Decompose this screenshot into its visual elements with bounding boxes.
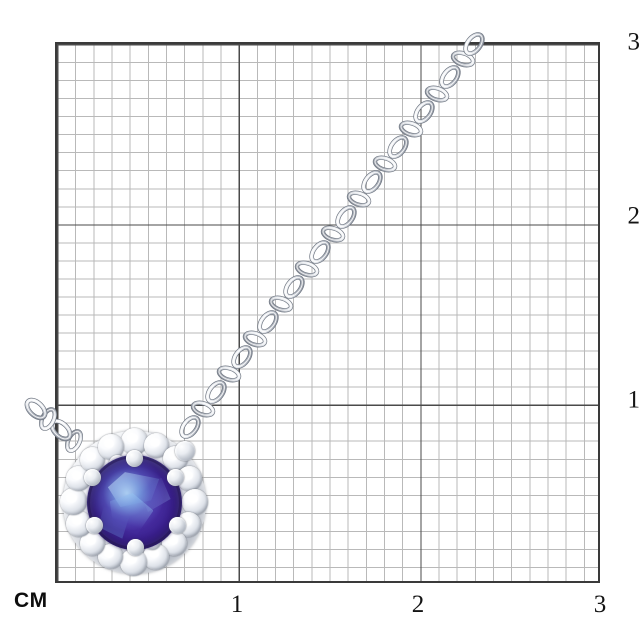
x-axis-tick-3: 3: [593, 591, 607, 618]
measurement-grid: [55, 42, 600, 583]
x-axis-tick-2: 2: [411, 591, 425, 618]
y-axis-tick-3: 3: [627, 28, 640, 56]
y-axis-tick-1: 1: [627, 386, 640, 414]
unit-label-cm: CM: [14, 589, 48, 612]
y-axis-tick-2: 2: [627, 202, 640, 230]
x-axis-tick-1: 1: [230, 591, 244, 618]
grid-major-lines: [57, 44, 598, 581]
